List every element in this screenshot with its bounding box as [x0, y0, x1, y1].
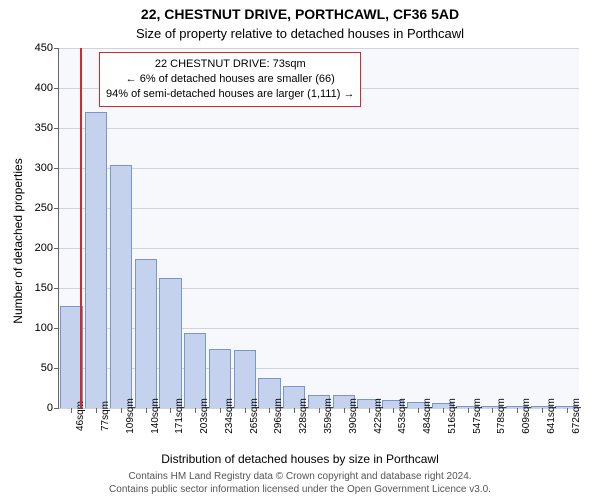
x-tick-mark — [195, 408, 196, 413]
x-tick-mark — [344, 408, 345, 413]
y-tick-label: 200 — [23, 242, 53, 254]
property-marker-line — [80, 48, 82, 408]
y-tick-label: 0 — [23, 402, 53, 414]
x-tick-mark — [542, 408, 543, 413]
y-tick-label: 450 — [23, 42, 53, 54]
y-tick-label: 400 — [23, 82, 53, 94]
x-tick-mark — [220, 408, 221, 413]
x-tick-mark — [146, 408, 147, 413]
y-tick-mark — [54, 248, 59, 249]
y-tick-mark — [54, 208, 59, 209]
x-tick-label: 609sqm — [521, 398, 532, 434]
x-axis-label: Distribution of detached houses by size … — [0, 452, 600, 466]
histogram-bar — [110, 165, 132, 408]
gridline — [59, 208, 579, 209]
x-tick-label: 359sqm — [323, 398, 334, 434]
x-tick-mark — [269, 408, 270, 413]
y-tick-mark — [54, 88, 59, 89]
x-tick-label: 641sqm — [546, 398, 557, 434]
x-tick-label: 265sqm — [249, 398, 260, 434]
x-tick-label: 77sqm — [100, 401, 111, 431]
x-tick-label: 422sqm — [373, 398, 384, 434]
x-tick-mark — [418, 408, 419, 413]
x-tick-label: 171sqm — [174, 398, 185, 434]
x-tick-label: 453sqm — [397, 398, 408, 434]
y-tick-label: 150 — [23, 282, 53, 294]
y-tick-mark — [54, 288, 59, 289]
x-tick-mark — [369, 408, 370, 413]
x-tick-mark — [319, 408, 320, 413]
x-tick-mark — [96, 408, 97, 413]
x-tick-label: 203sqm — [199, 398, 210, 434]
y-tick-label: 250 — [23, 202, 53, 214]
attribution-text: Contains HM Land Registry data © Crown c… — [0, 471, 600, 496]
x-tick-label: 328sqm — [298, 398, 309, 434]
y-tick-label: 50 — [23, 362, 53, 374]
page-subtitle: Size of property relative to detached ho… — [0, 26, 600, 41]
x-tick-mark — [245, 408, 246, 413]
y-tick-mark — [54, 168, 59, 169]
x-tick-mark — [492, 408, 493, 413]
x-tick-mark — [567, 408, 568, 413]
x-tick-mark — [121, 408, 122, 413]
x-tick-label: 484sqm — [422, 398, 433, 434]
y-tick-label: 350 — [23, 122, 53, 134]
y-tick-label: 100 — [23, 322, 53, 334]
info-line-1: 22 CHESTNUT DRIVE: 73sqm — [106, 57, 354, 72]
x-tick-mark — [443, 408, 444, 413]
attribution-line-1: Contains HM Land Registry data © Crown c… — [0, 471, 600, 484]
x-tick-label: 516sqm — [447, 398, 458, 434]
histogram-bar — [159, 278, 181, 408]
x-tick-mark — [294, 408, 295, 413]
property-info-box: 22 CHESTNUT DRIVE: 73sqm← 6% of detached… — [99, 52, 361, 107]
chart-plot-area: 05010015020025030035040045046sqm77sqm109… — [58, 48, 579, 409]
y-tick-mark — [54, 408, 59, 409]
y-tick-label: 300 — [23, 162, 53, 174]
x-tick-label: 672sqm — [571, 398, 582, 434]
x-tick-label: 234sqm — [224, 398, 235, 434]
x-tick-label: 140sqm — [150, 398, 161, 434]
x-tick-label: 547sqm — [472, 398, 483, 434]
y-tick-mark — [54, 328, 59, 329]
x-tick-mark — [468, 408, 469, 413]
histogram-bar — [184, 333, 206, 408]
histogram-bar — [85, 112, 107, 408]
x-tick-label: 578sqm — [496, 398, 507, 434]
gridline — [59, 248, 579, 249]
x-tick-label: 390sqm — [348, 398, 359, 434]
info-line-2: ← 6% of detached houses are smaller (66) — [106, 72, 354, 87]
info-line-3: 94% of semi-detached houses are larger (… — [106, 87, 354, 102]
gridline — [59, 48, 579, 49]
y-tick-mark — [54, 368, 59, 369]
histogram-bar — [60, 306, 82, 408]
histogram-bar — [135, 259, 157, 408]
y-tick-mark — [54, 48, 59, 49]
x-tick-label: 296sqm — [273, 398, 284, 434]
x-tick-mark — [71, 408, 72, 413]
x-tick-mark — [517, 408, 518, 413]
x-tick-label: 109sqm — [125, 398, 136, 434]
page-title: 22, CHESTNUT DRIVE, PORTHCAWL, CF36 5AD — [0, 6, 600, 22]
gridline — [59, 168, 579, 169]
gridline — [59, 128, 579, 129]
y-tick-mark — [54, 128, 59, 129]
attribution-line-2: Contains public sector information licen… — [0, 484, 600, 497]
x-tick-mark — [393, 408, 394, 413]
x-tick-mark — [170, 408, 171, 413]
